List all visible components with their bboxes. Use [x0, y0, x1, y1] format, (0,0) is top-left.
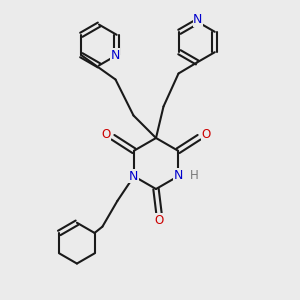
Text: N: N [193, 13, 202, 26]
Text: H: H [190, 169, 199, 182]
Text: N: N [174, 169, 183, 182]
Text: O: O [102, 128, 111, 141]
Text: O: O [155, 214, 164, 227]
Text: N: N [129, 170, 138, 183]
Text: N: N [110, 49, 120, 62]
Text: O: O [201, 128, 210, 141]
